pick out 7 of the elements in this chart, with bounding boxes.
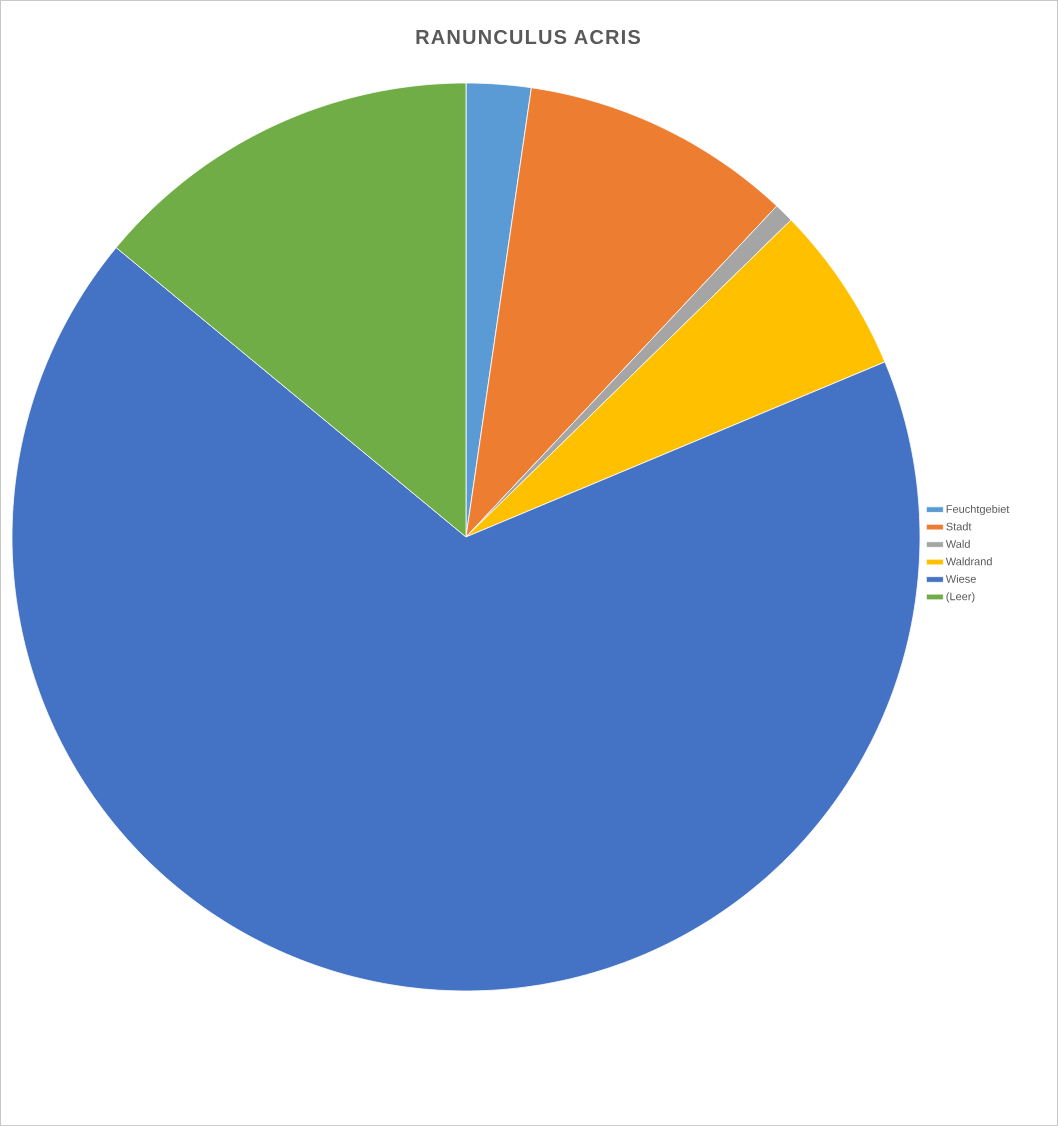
chart-title: RANUNCULUS ACRIS	[416, 29, 641, 45]
legend-label: Waldrand	[945, 557, 992, 566]
legend-label: (Leer)	[946, 592, 975, 603]
legend-label: Feuchtgebiet	[946, 504, 1010, 516]
legend-label: Wiese	[945, 574, 976, 583]
legend-label: Stadt	[946, 522, 972, 531]
legend-label: Wald	[945, 539, 970, 548]
